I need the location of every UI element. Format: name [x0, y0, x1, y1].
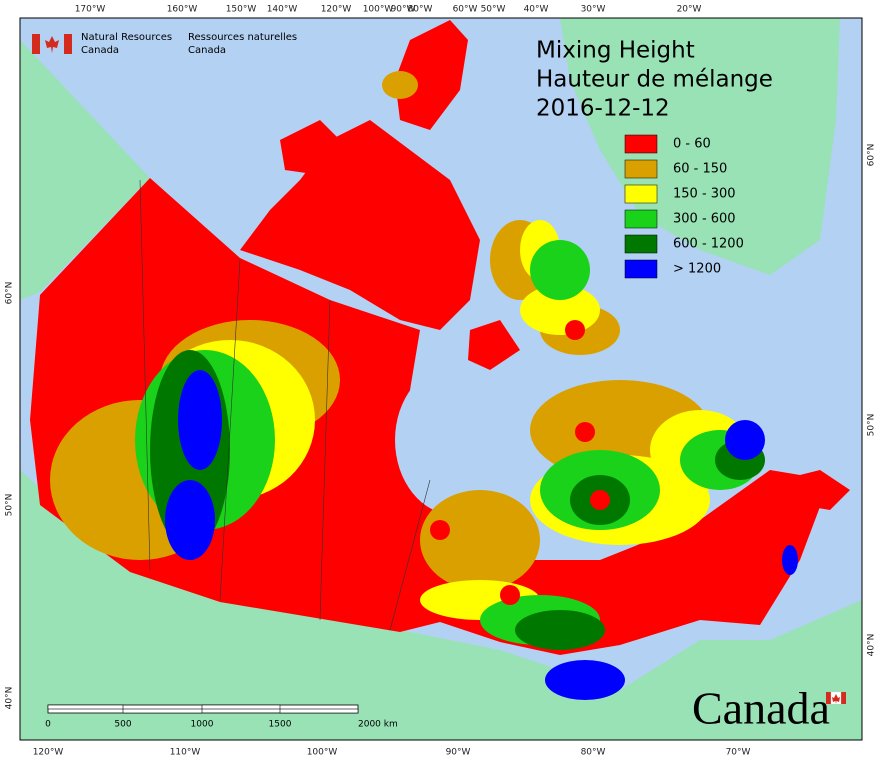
graticule-label: 40°N — [867, 634, 877, 657]
graticule-label: 20°W — [677, 5, 702, 15]
logo-text: Natural Resources — [81, 32, 172, 43]
graticule-label: 30°W — [581, 5, 606, 15]
scale-label: 2000 km — [358, 720, 398, 730]
legend-swatch — [624, 259, 658, 279]
canada — [30, 20, 850, 700]
scale-label: 500 — [114, 720, 131, 730]
mixing-zone — [178, 370, 222, 470]
legend-label: 600 - 1200 — [673, 237, 744, 252]
flag-bar — [841, 692, 846, 704]
legend-label: 60 - 150 — [673, 162, 727, 177]
legend-label: > 1200 — [673, 262, 721, 277]
scale-label: 0 — [45, 720, 51, 730]
scale-segment — [201, 704, 281, 710]
legend-swatch — [624, 234, 658, 254]
land-region — [30, 178, 830, 655]
graticule-label: 60°N — [5, 282, 15, 305]
graticule-label: 100°W — [363, 5, 394, 15]
united-states — [20, 470, 862, 740]
maple-leaf — [45, 36, 59, 53]
flag-bar — [64, 34, 72, 54]
legend-swatch — [624, 209, 658, 229]
land-region — [395, 20, 468, 130]
legend-swatch — [624, 159, 658, 179]
graticule-label: 160°W — [167, 5, 198, 15]
graticule-label: 40°N — [5, 687, 15, 710]
mixing-zone — [165, 480, 215, 560]
legend-label: 150 - 300 — [673, 187, 736, 202]
flag-bar — [32, 34, 40, 54]
hotspot — [565, 320, 585, 340]
logo-text: Canada — [188, 45, 226, 56]
graticule-label: 80°W — [581, 748, 606, 758]
scale-label: 1000 — [191, 720, 214, 730]
mixing-zone — [515, 610, 605, 650]
legend-swatch — [624, 184, 658, 204]
legend-swatch — [624, 134, 658, 154]
map-frame — [19, 17, 863, 741]
graticule-labels: 170°W 160°W 150°W 140°W 120°W 100°W90°W80°W 60… — [5, 5, 877, 758]
graticule-label: 90°W — [391, 5, 416, 15]
graticule-label: 170°W — [75, 5, 106, 15]
scale-segment — [122, 708, 203, 714]
graticule-label: 60°W — [453, 5, 478, 15]
title: Hauteur de mélange — [536, 67, 773, 93]
land-region — [280, 120, 350, 175]
flag-bar — [826, 692, 831, 704]
scale-label: 1500 — [269, 720, 292, 730]
scale-segment — [47, 704, 124, 710]
base-map — [20, 18, 862, 740]
graticule-label: 50°N — [5, 494, 15, 517]
graticule-label: 120°W — [33, 748, 64, 758]
mixing-zone — [530, 240, 590, 300]
wordmark-text: Canada — [692, 683, 830, 734]
mixing-zone — [420, 490, 540, 590]
graticule-label: 110°W — [170, 748, 201, 758]
title: 2016-12-12 — [536, 96, 670, 122]
legend-label: 300 - 600 — [673, 212, 736, 227]
graticule-label: 50°W — [481, 5, 506, 15]
logo: Natural Resources Canada Ressources natu… — [32, 32, 297, 56]
land-region — [240, 120, 480, 330]
mixing-zone — [382, 71, 418, 99]
graticule-label: 80°W — [408, 5, 433, 15]
graticule-label: 60°N — [867, 144, 877, 167]
graticule-label: 140°W — [267, 5, 298, 15]
mixing-zone — [545, 660, 625, 700]
land-region — [780, 470, 850, 510]
legend: 0 - 60 60 - 150 150 - 300 300 - 600 600 - 12… — [624, 134, 744, 279]
scale-bar: 0 500 1000 1500 2000 km — [45, 704, 398, 730]
hotspot — [590, 490, 610, 510]
hotspot — [430, 520, 450, 540]
graticule-label: 40°W — [524, 5, 549, 15]
mixing-zone — [725, 420, 765, 460]
wordmark: Canada — [692, 683, 846, 734]
graticule-label: 120°W — [321, 5, 352, 15]
title: Mixing Height — [536, 38, 695, 64]
province-border — [139, 179, 431, 631]
hudson-bay — [395, 365, 515, 515]
greenland — [560, 18, 840, 275]
hotspot — [500, 585, 520, 605]
hotspot — [575, 422, 595, 442]
scale-segment — [279, 708, 359, 714]
logo-text: Canada — [81, 45, 119, 56]
maple-leaf — [832, 694, 840, 704]
graticule-label: 70°W — [726, 748, 751, 758]
logo-text: Ressources naturelles — [188, 32, 297, 43]
legend-label: 0 - 60 — [673, 137, 711, 152]
land-region — [468, 320, 520, 370]
alaska — [20, 40, 150, 300]
graticule-label: 50°N — [867, 414, 877, 437]
graticule-label: 150°W — [226, 5, 257, 15]
graticule-label: 100°W — [307, 748, 338, 758]
graticule-label: 90°W — [446, 748, 471, 758]
mixing-zone — [782, 545, 798, 575]
